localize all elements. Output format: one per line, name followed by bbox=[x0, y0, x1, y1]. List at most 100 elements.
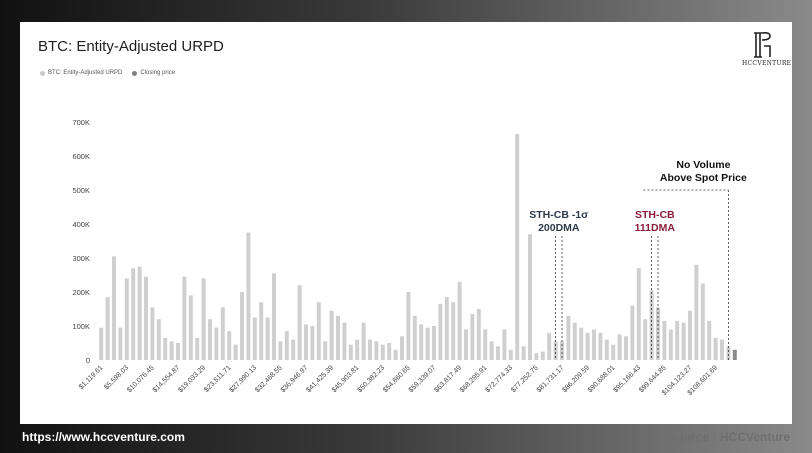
urpd-bar bbox=[220, 307, 225, 360]
y-tick-label: 500K bbox=[72, 186, 90, 195]
urpd-bar bbox=[720, 339, 724, 360]
urpd-bar bbox=[342, 322, 347, 360]
footer-url[interactable]: https://www.hccventure.com bbox=[22, 430, 185, 444]
urpd-bar bbox=[233, 344, 238, 360]
urpd-bar bbox=[598, 332, 603, 360]
urpd-bar bbox=[624, 336, 628, 360]
urpd-bar bbox=[547, 332, 552, 360]
urpd-bar bbox=[515, 133, 520, 360]
urpd-bar bbox=[380, 344, 385, 360]
urpd-bar bbox=[534, 353, 539, 360]
urpd-bar bbox=[105, 297, 110, 360]
urpd-bar bbox=[694, 264, 699, 360]
urpd-bar bbox=[681, 322, 686, 360]
footer-source: Source : HCCVenture bbox=[668, 430, 790, 444]
legend-label-urpd: BTC: Entity-Adjusted URPD bbox=[48, 70, 123, 76]
urpd-bar bbox=[540, 351, 545, 360]
urpd-bar bbox=[496, 346, 500, 360]
urpd-bar bbox=[118, 327, 123, 360]
urpd-bar bbox=[444, 297, 449, 360]
urpd-bar bbox=[528, 234, 532, 360]
urpd-bar bbox=[643, 319, 648, 360]
urpd-bar bbox=[502, 329, 507, 360]
y-tick-label: 200K bbox=[72, 288, 90, 297]
urpd-bar bbox=[630, 305, 635, 360]
urpd-bar bbox=[291, 339, 296, 360]
urpd-bar bbox=[195, 337, 200, 360]
urpd-bar bbox=[182, 276, 187, 360]
urpd-bar bbox=[246, 232, 251, 360]
urpd-bar bbox=[617, 334, 622, 360]
y-tick-label: 300K bbox=[72, 254, 90, 263]
urpd-chart: 0 100K 200K 300K 400K 500K 600K 700K $1,119.61$5… bbox=[72, 118, 747, 397]
urpd-bar bbox=[508, 349, 513, 360]
urpd-bar bbox=[662, 320, 667, 360]
urpd-bar bbox=[361, 322, 366, 360]
urpd-bar bbox=[553, 341, 558, 360]
urpd-bar bbox=[355, 339, 360, 360]
urpd-bar bbox=[188, 295, 193, 360]
chart-card: BTC: Entity-Adjusted URPD BTC: Entity-Ad… bbox=[20, 22, 792, 424]
annotation-label: STH-CB bbox=[635, 209, 675, 221]
urpd-bar bbox=[438, 303, 443, 360]
legend-item-urpd: BTC: Entity-Adjusted URPD bbox=[40, 70, 122, 76]
logo-icon bbox=[754, 32, 771, 58]
x-tick-label: $19,033.29 bbox=[177, 364, 207, 394]
urpd-bar bbox=[137, 266, 142, 360]
urpd-bar bbox=[406, 292, 411, 360]
brand-logo: HCCVENTURE bbox=[742, 30, 792, 78]
urpd-bar bbox=[252, 317, 257, 360]
urpd-bar bbox=[393, 349, 398, 360]
urpd-bar bbox=[464, 329, 468, 360]
y-tick-label: 100K bbox=[72, 322, 90, 331]
urpd-bar bbox=[163, 337, 168, 360]
annotation-label: 111DMA bbox=[635, 222, 676, 234]
logo-text: HCCVENTURE bbox=[742, 60, 792, 67]
urpd-bar bbox=[323, 341, 328, 360]
urpd-bar bbox=[457, 281, 462, 360]
urpd-bar bbox=[156, 319, 161, 360]
urpd-bar bbox=[726, 346, 731, 360]
urpd-bar bbox=[483, 329, 488, 360]
closing-price-bar bbox=[732, 349, 737, 360]
urpd-bar bbox=[707, 320, 712, 360]
urpd-bar bbox=[700, 283, 705, 360]
urpd-bar bbox=[451, 302, 456, 360]
urpd-bar bbox=[419, 324, 424, 360]
annotation-label: Above Spot Price bbox=[660, 172, 747, 184]
urpd-bar bbox=[560, 341, 564, 360]
urpd-bar bbox=[214, 327, 219, 360]
urpd-bar bbox=[150, 307, 155, 360]
legend-item-closing-price: Closing price bbox=[132, 70, 175, 76]
urpd-bar bbox=[336, 315, 340, 360]
urpd-bar bbox=[572, 322, 577, 360]
urpd-bar bbox=[99, 327, 104, 360]
urpd-bar bbox=[400, 336, 404, 360]
urpd-bar bbox=[169, 341, 174, 360]
y-tick-label: 700K bbox=[72, 118, 90, 127]
urpd-bar bbox=[476, 309, 481, 360]
urpd-bar bbox=[412, 315, 417, 360]
urpd-bar bbox=[675, 320, 680, 360]
urpd-bar bbox=[112, 256, 116, 360]
urpd-bar bbox=[713, 337, 718, 360]
urpd-bar bbox=[611, 344, 616, 360]
urpd-bar bbox=[374, 341, 379, 360]
urpd-bar bbox=[432, 326, 436, 360]
urpd-bar bbox=[368, 339, 372, 360]
urpd-bar bbox=[387, 343, 392, 360]
urpd-bar bbox=[240, 292, 244, 360]
legend-label-closing-price: Closing price bbox=[140, 70, 176, 76]
urpd-bar bbox=[265, 317, 270, 360]
urpd-bar bbox=[604, 339, 609, 360]
legend: BTC: Entity-Adjusted URPD Closing price bbox=[40, 70, 175, 76]
urpd-bar bbox=[297, 285, 302, 360]
urpd-bar bbox=[348, 344, 353, 360]
legend-swatch-urpd bbox=[40, 70, 45, 76]
urpd-bar bbox=[636, 268, 641, 360]
urpd-bar bbox=[668, 329, 673, 360]
urpd-bar bbox=[688, 310, 692, 360]
urpd-bar bbox=[304, 324, 308, 360]
urpd-bar bbox=[521, 346, 526, 360]
annotation-label: No Volume bbox=[676, 159, 730, 171]
